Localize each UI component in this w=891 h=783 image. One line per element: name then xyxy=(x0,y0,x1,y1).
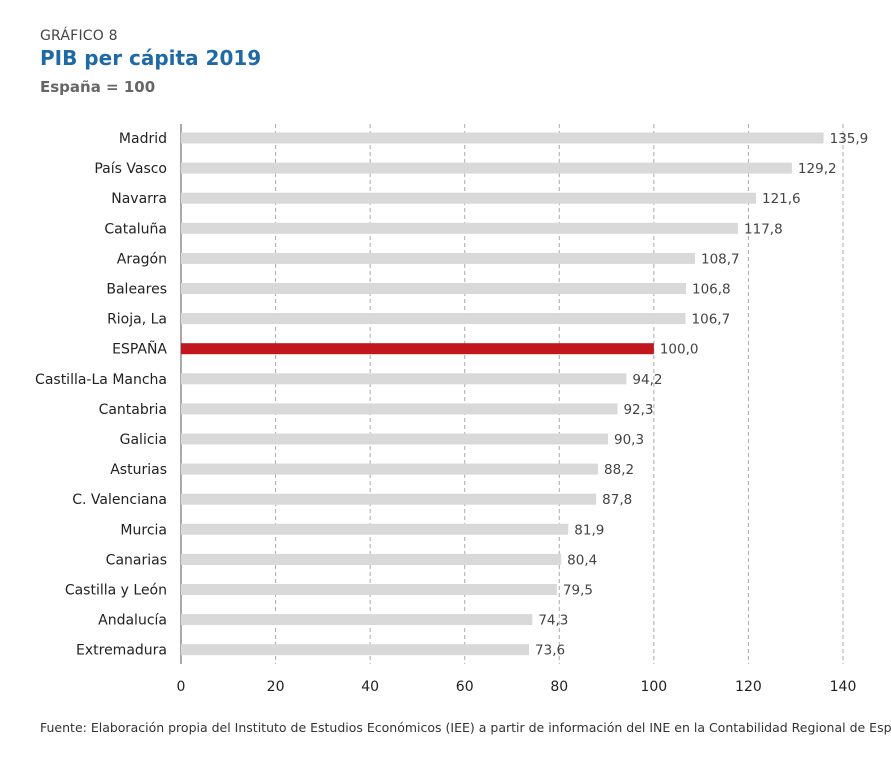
category-label: Murcia xyxy=(120,522,167,538)
x-tick-label: 80 xyxy=(550,679,568,695)
value-label: 135,9 xyxy=(830,131,869,147)
category-label: Canarias xyxy=(106,552,167,568)
category-label: ESPAÑA xyxy=(112,341,167,358)
value-label: 100,0 xyxy=(660,342,699,358)
value-label: 117,8 xyxy=(744,221,783,237)
value-label: 106,8 xyxy=(692,282,731,298)
bar xyxy=(181,584,557,595)
chart-header: GRÁFICO 8 PIB per cápita 2019 España = 1… xyxy=(40,28,261,96)
value-label: 90,3 xyxy=(614,432,644,448)
category-label: Baleares xyxy=(106,282,167,298)
bar xyxy=(181,222,739,234)
category-labels: Madrid País Vasco Navarra Cataluña Aragón Bal… xyxy=(35,131,167,659)
bar xyxy=(181,192,756,204)
x-tick-label: 60 xyxy=(456,679,474,695)
category-label: Cataluña xyxy=(104,221,167,237)
value-label: 106,7 xyxy=(692,312,731,328)
bar-chart: Madrid País Vasco Navarra Cataluña Aragón Bal… xyxy=(35,124,868,695)
bar xyxy=(181,433,608,445)
category-label: Extremadura xyxy=(76,643,167,659)
chart-subtitle: España = 100 xyxy=(40,78,156,96)
bar xyxy=(181,373,627,385)
x-axis-ticks: 0 20 40 60 80 100 120 140 xyxy=(177,679,857,695)
x-tick-label: 100 xyxy=(640,679,667,695)
x-tick-label: 140 xyxy=(830,679,857,695)
chart-kicker: GRÁFICO 8 xyxy=(40,28,118,44)
category-label: Aragón xyxy=(117,251,167,267)
value-label: 92,3 xyxy=(623,402,653,418)
x-tick-label: 0 xyxy=(177,679,186,695)
category-label: C. Valenciana xyxy=(72,492,167,508)
category-label: Madrid xyxy=(119,131,167,147)
category-label: Galicia xyxy=(120,432,167,448)
bar xyxy=(181,553,562,565)
value-label: 108,7 xyxy=(701,251,740,267)
value-label: 94,2 xyxy=(632,372,662,388)
bar xyxy=(181,313,686,325)
bar-highlight xyxy=(181,343,654,355)
value-label: 80,4 xyxy=(567,552,597,568)
value-label: 87,8 xyxy=(602,492,632,508)
value-label: 121,6 xyxy=(762,191,801,207)
bar xyxy=(181,132,824,144)
value-label: 73,6 xyxy=(535,643,565,659)
value-label: 129,2 xyxy=(798,161,837,177)
bar xyxy=(181,252,695,264)
bar xyxy=(181,283,687,294)
bar xyxy=(181,644,530,656)
category-label: País Vasco xyxy=(94,161,167,177)
bar xyxy=(181,614,533,626)
value-label: 74,3 xyxy=(538,613,568,629)
category-label: Rioja, La xyxy=(107,312,167,328)
category-label: Castilla y León xyxy=(65,583,167,599)
value-label: 88,2 xyxy=(604,462,634,478)
value-label: 81,9 xyxy=(574,522,604,538)
category-label: Andalucía xyxy=(98,613,167,629)
category-label: Asturias xyxy=(110,462,167,478)
bar xyxy=(181,463,599,475)
value-label: 79,5 xyxy=(563,583,593,599)
x-tick-label: 120 xyxy=(735,679,762,695)
source-note: Fuente: Elaboración propia del Instituto… xyxy=(40,720,891,735)
category-label: Cantabria xyxy=(99,402,167,418)
bar xyxy=(181,493,597,505)
gridlines xyxy=(180,124,844,664)
chart-title: PIB per cápita 2019 xyxy=(40,46,262,70)
category-label: Navarra xyxy=(111,191,167,207)
bar xyxy=(181,403,618,415)
bar xyxy=(181,523,569,535)
x-tick-label: 40 xyxy=(361,679,379,695)
x-tick-label: 20 xyxy=(267,679,285,695)
category-label: Castilla-La Mancha xyxy=(35,372,167,388)
bar xyxy=(181,162,792,174)
bars xyxy=(181,132,824,656)
